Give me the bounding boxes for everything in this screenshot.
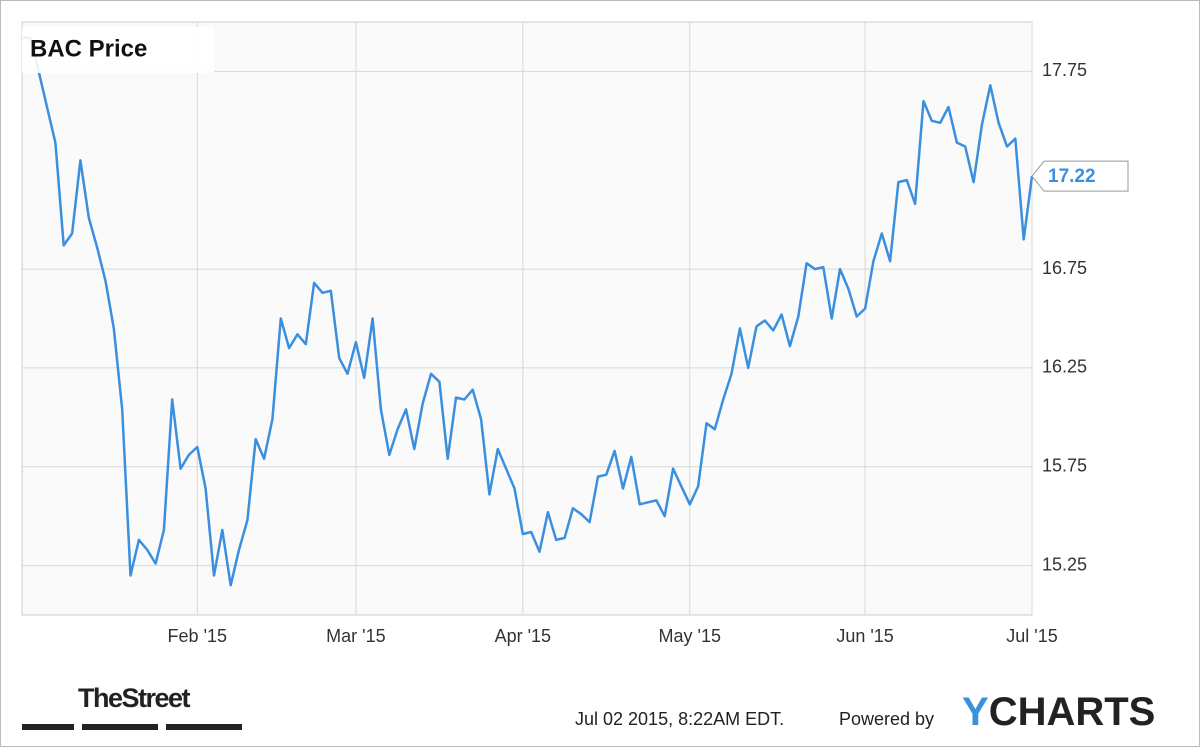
y-tick-label: 15.25 [1042,554,1087,574]
x-tick-label: Feb '15 [168,626,227,646]
logo-bar [82,724,158,730]
chart-title: BAC Price [30,35,147,62]
x-tick-label: Mar '15 [326,626,385,646]
x-tick-label: Jun '15 [836,626,893,646]
brand-logo: YCHARTS [962,690,1155,734]
timestamp: Jul 02 2015, 8:22AM EDT. [575,709,784,729]
title-box [22,27,214,73]
x-tick-label: Jul '15 [1006,626,1057,646]
grid [22,22,1033,615]
brand-rest: CHARTS [989,690,1156,734]
logo-bar [166,724,242,730]
last-value-box [1031,160,1129,192]
source-logo: TheStreet [78,683,191,713]
y-tick-label: 16.25 [1042,357,1087,377]
x-tick-label: May '15 [659,626,721,646]
x-tick-label: Apr '15 [495,626,551,646]
plot-area [21,21,1033,616]
logo-bar [22,724,74,730]
marks [22,36,1034,587]
y-tick-label: 17.75 [1042,60,1087,80]
powered-by: Powered by [839,709,934,729]
last-value-label: 17.22 [1048,166,1096,187]
y-tick-label: 16.75 [1042,258,1087,278]
y-tick-label: 15.75 [1042,456,1087,476]
brand-first: Y [962,690,989,734]
price-line [22,36,1034,587]
